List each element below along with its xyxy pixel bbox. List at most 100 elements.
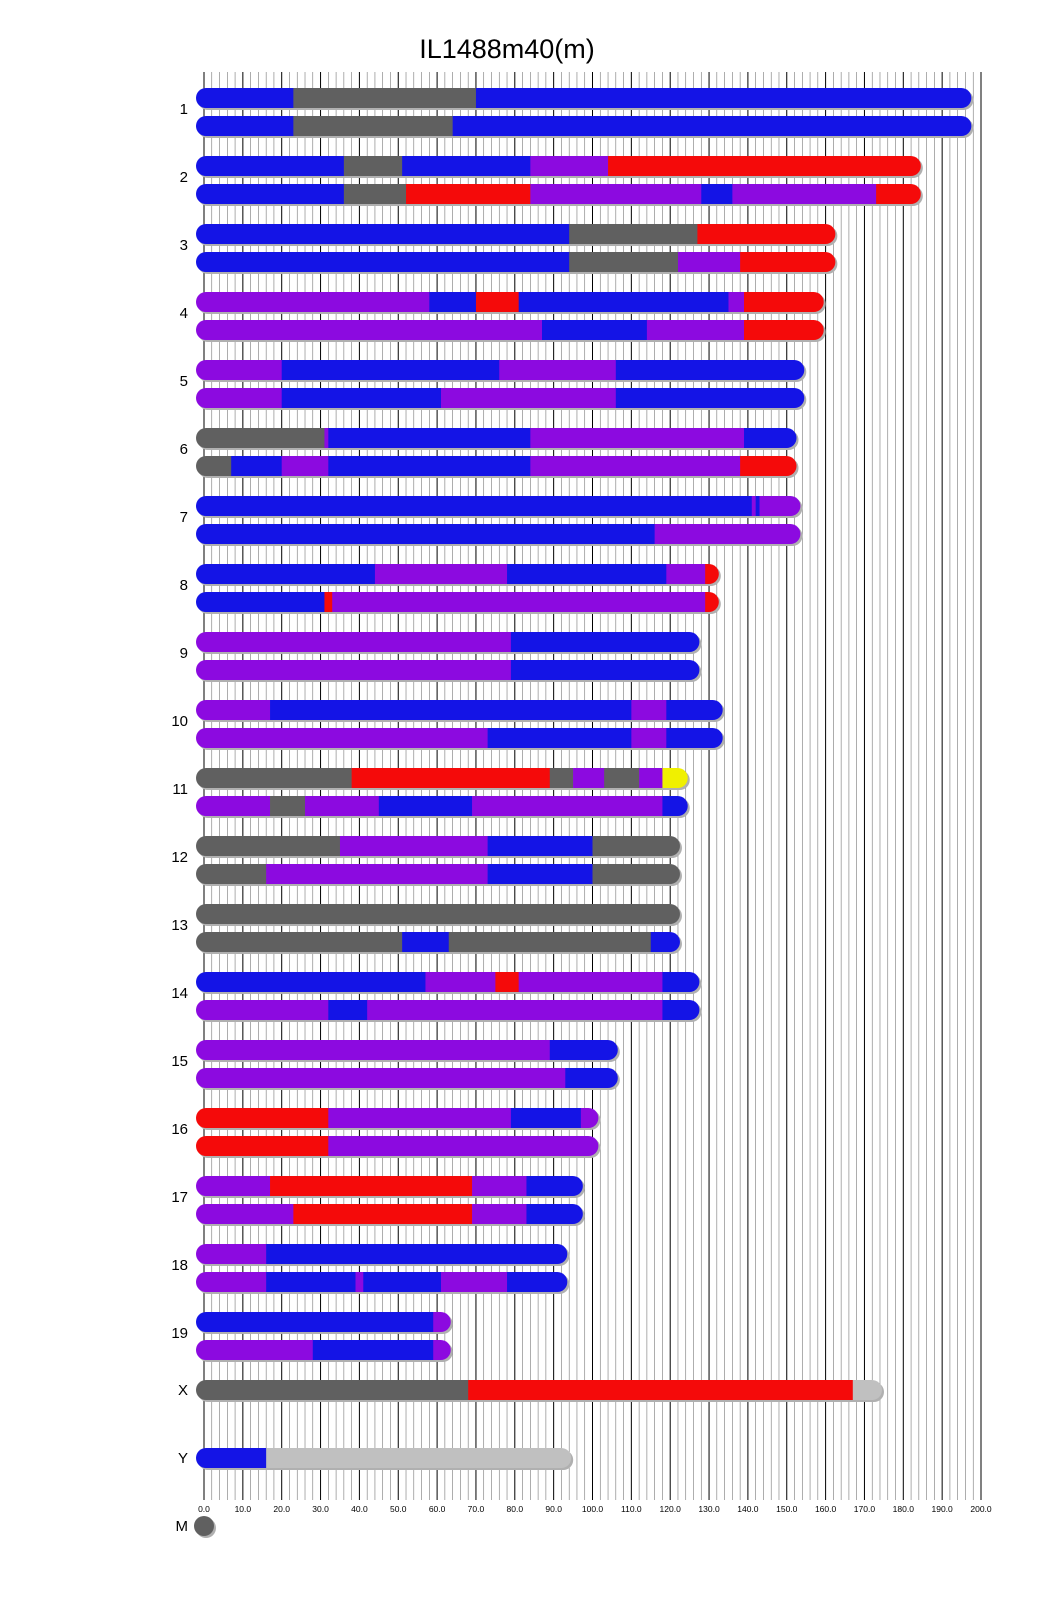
- x-tick-label: 20.0: [273, 1504, 290, 1514]
- segment: [604, 768, 640, 788]
- chromosome-bar: [196, 904, 682, 926]
- segment: [429, 292, 477, 312]
- segment: [452, 116, 972, 136]
- segment: [196, 1040, 551, 1060]
- chromosome-bar: [196, 728, 725, 750]
- segment: [196, 156, 345, 176]
- segment: [196, 224, 570, 244]
- chromosome-bar: [196, 932, 682, 954]
- segment: [293, 88, 477, 108]
- segment: [468, 1380, 854, 1400]
- segment: [196, 904, 680, 924]
- segment: [662, 796, 688, 816]
- segment: [744, 320, 824, 340]
- chromosome-bar: [196, 224, 838, 246]
- chromosome-bar: [196, 524, 803, 546]
- segment: [510, 632, 700, 652]
- segment: [196, 428, 325, 448]
- segment: [406, 184, 531, 204]
- chromosome-bar: [196, 796, 690, 818]
- segment: [732, 184, 877, 204]
- chromosome-bar: [196, 768, 690, 790]
- x-tick-label: 100.0: [582, 1504, 604, 1514]
- segment: [744, 428, 797, 448]
- x-tick-label: 170.0: [854, 1504, 876, 1514]
- segment: [196, 932, 403, 952]
- segment: [662, 768, 688, 788]
- segment: [196, 1312, 434, 1332]
- segment: [697, 224, 836, 244]
- segment: [510, 660, 700, 680]
- chromosome-bar: [196, 1068, 620, 1090]
- segment: [196, 116, 294, 136]
- segment: [266, 864, 488, 884]
- x-tick-label: 140.0: [737, 1504, 759, 1514]
- x-tick-label: 50.0: [390, 1504, 407, 1514]
- segment: [194, 1516, 214, 1536]
- chromosome-label: 2: [180, 169, 188, 186]
- segment: [196, 700, 271, 720]
- segment: [530, 184, 702, 204]
- segment: [328, 1000, 368, 1020]
- x-tick-label: 40.0: [351, 1504, 368, 1514]
- segment: [507, 564, 667, 584]
- chromosome-bar: [196, 456, 799, 478]
- chromosome-label: 15: [171, 1053, 188, 1070]
- segment: [196, 632, 512, 652]
- x-tick-label: 180.0: [893, 1504, 915, 1514]
- x-tick-label: 120.0: [660, 1504, 682, 1514]
- segment: [196, 1380, 469, 1400]
- segment: [266, 1448, 572, 1468]
- chromosome-bar: [196, 564, 721, 586]
- segment: [374, 564, 508, 584]
- segment: [324, 592, 333, 612]
- segment: [487, 728, 632, 748]
- chromosome-bar: [196, 1108, 601, 1130]
- chromosome-bar: [196, 428, 799, 450]
- segment: [328, 1108, 512, 1128]
- segment: [549, 1040, 618, 1060]
- segment: [580, 1108, 599, 1128]
- chromosome-bar: [196, 360, 807, 382]
- segment: [196, 1068, 566, 1088]
- segment: [666, 700, 723, 720]
- segment: [355, 1272, 364, 1292]
- segment: [196, 388, 282, 408]
- segment: [701, 184, 733, 204]
- segment: [755, 496, 760, 516]
- segment: [475, 88, 972, 108]
- chromosome-label: 9: [180, 645, 188, 662]
- segment: [728, 292, 745, 312]
- segment: [487, 864, 593, 884]
- chromosome-bar: [196, 1380, 884, 1402]
- chromosome-bar: [196, 116, 974, 138]
- segment: [507, 1272, 568, 1292]
- segment: [852, 1380, 882, 1400]
- chromosome-bar: [196, 1040, 620, 1062]
- segment: [541, 320, 648, 340]
- chromosome-bar: [196, 292, 826, 314]
- chromosome-label: 5: [180, 373, 188, 390]
- segment: [281, 360, 500, 380]
- chromosome-bar: [196, 1272, 570, 1294]
- chromosome-label: 16: [171, 1121, 188, 1138]
- segment: [196, 564, 376, 584]
- chromosome-label: M: [176, 1518, 189, 1535]
- x-tick-label: 60.0: [429, 1504, 446, 1514]
- segment: [196, 252, 570, 272]
- chromosome-label: 13: [171, 917, 188, 934]
- segment: [666, 564, 706, 584]
- chromosome-bar: [196, 1204, 585, 1226]
- chromosome-label: 4: [180, 305, 188, 322]
- segment: [196, 1340, 314, 1360]
- segment: [677, 252, 741, 272]
- segment: [666, 728, 723, 748]
- chromosome-bar: [194, 1516, 216, 1538]
- segment: [328, 428, 531, 448]
- segment: [440, 1272, 508, 1292]
- segment: [740, 456, 797, 476]
- segment: [608, 156, 921, 176]
- segment: [196, 1108, 329, 1128]
- segment: [510, 1108, 582, 1128]
